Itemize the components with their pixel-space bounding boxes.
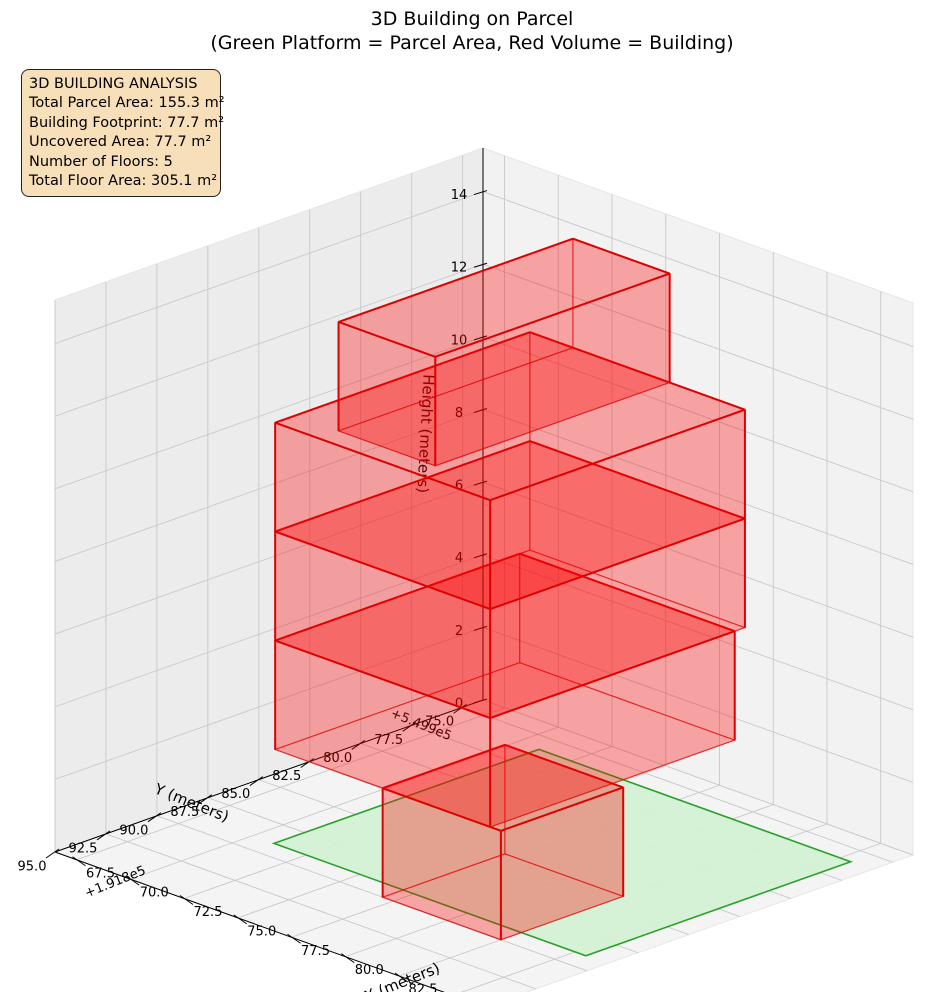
chart-subtitle: (Green Platform = Parcel Area, Red Volum… xyxy=(210,32,734,54)
y-tick-label: 95.0 xyxy=(18,860,47,875)
y-tick-mark xyxy=(351,740,365,750)
z-tick-mark xyxy=(473,407,488,413)
y-tick-label: 85.0 xyxy=(221,787,250,802)
z-tick-mark xyxy=(473,480,488,486)
x-tick-label: 67.5 xyxy=(86,866,115,881)
floor-4-edge xyxy=(274,421,491,502)
gridline-y-floor xyxy=(462,706,893,863)
gridline-z-right xyxy=(482,554,914,711)
floor-1-edge xyxy=(500,786,624,832)
y-tick-mark xyxy=(249,776,264,787)
y-tick-mark xyxy=(147,812,162,823)
gridline-y-floor xyxy=(105,833,537,990)
x-tick-label: 82.5 xyxy=(409,983,438,992)
y-tick-label: 77.5 xyxy=(374,733,403,748)
info-parcel-area: Total Parcel Area: 155.3 m² xyxy=(29,95,225,112)
x-tick-mark xyxy=(287,933,301,944)
y-tick-label: 92.5 xyxy=(68,841,97,856)
gridline-z-right xyxy=(482,699,914,856)
x-tick-label: 80.0 xyxy=(355,963,384,978)
info-total-floor-area: Total Floor Area: 305.1 m² xyxy=(29,173,218,190)
analysis-info-box: 3D BUILDING ANALYSIS Total Parcel Area: … xyxy=(21,69,225,198)
z-tick-mark xyxy=(473,190,488,196)
z-tick-label: 12 xyxy=(451,261,468,276)
z-tick-mark xyxy=(473,698,488,704)
chart-title: 3D Building on Parcel xyxy=(370,8,574,30)
y-tick-label: 82.5 xyxy=(272,769,301,784)
z-tick-label: 2 xyxy=(455,624,463,639)
gridline-z-left xyxy=(54,191,484,345)
gridline-z-right xyxy=(482,263,914,420)
x-axis-line xyxy=(54,851,445,992)
y-tick-label: 90.0 xyxy=(119,823,148,838)
x-tick-mark xyxy=(179,895,194,905)
info-number-of-floors: Number of Floors: 5 xyxy=(29,153,173,170)
y-tick-label: 75.0 xyxy=(425,715,454,730)
floor-5-edge xyxy=(338,321,436,358)
z-tick-label: 0 xyxy=(455,697,463,712)
gridline-z-left xyxy=(54,336,484,490)
info-heading: 3D BUILDING ANALYSIS xyxy=(29,76,198,92)
floor-4-edge xyxy=(274,331,531,424)
z-tick-mark xyxy=(473,335,488,341)
z-tick-label: 10 xyxy=(451,333,468,348)
gridline-z-right xyxy=(482,409,914,565)
z-tick-label: 8 xyxy=(455,406,463,421)
gridline-z-left xyxy=(54,263,484,417)
x-tick-mark xyxy=(340,953,355,964)
x-tick-label: 70.0 xyxy=(140,886,169,901)
y-tick-mark xyxy=(96,830,111,841)
z-tick-mark xyxy=(473,625,488,631)
x-tick-mark xyxy=(125,875,140,886)
floor-5-edge xyxy=(572,237,671,275)
floor-1-edge xyxy=(382,743,506,790)
x-tick-label: 77.5 xyxy=(301,944,330,959)
gridline-z-right xyxy=(482,191,914,348)
info-uncovered-area: Uncovered Area: 77.7 m² xyxy=(29,134,212,151)
gridline-z-left xyxy=(54,626,484,780)
x-tick-label: 72.5 xyxy=(194,905,223,920)
y-tick-mark xyxy=(402,721,416,732)
x-tick-mark xyxy=(72,856,86,867)
floor-5-edge xyxy=(338,237,574,323)
x-tick-mark xyxy=(233,914,248,925)
floor-1-edge xyxy=(504,743,624,789)
x-tick-mark xyxy=(394,972,409,983)
x-tick-label: 75.0 xyxy=(247,924,276,939)
z-tick-mark xyxy=(473,553,488,559)
gridline-z-right xyxy=(482,626,914,783)
z-tick-label: 14 xyxy=(451,188,468,203)
floor-2-edge xyxy=(519,552,736,633)
gridline-z-left xyxy=(54,409,484,562)
z-tick-label: 6 xyxy=(455,479,463,494)
y-tick-mark xyxy=(198,794,213,805)
gridline-z-right xyxy=(482,481,914,638)
y-tick-label: 87.5 xyxy=(170,805,199,820)
y-tick-mark xyxy=(45,848,60,859)
y-tick-label: 80.0 xyxy=(323,751,352,766)
gridline-z-right xyxy=(482,336,914,493)
z-tick-label: 4 xyxy=(455,551,463,566)
z-tick-mark xyxy=(473,262,488,268)
floor-5-edge xyxy=(434,272,671,358)
gridline-z-left xyxy=(54,481,484,635)
y-tick-mark xyxy=(453,703,467,714)
floor-4-edge xyxy=(489,408,746,502)
info-building-footprint: Building Footprint: 77.7 m² xyxy=(29,114,225,131)
gridline-y-floor xyxy=(156,815,588,972)
y-tick-mark xyxy=(300,758,315,768)
